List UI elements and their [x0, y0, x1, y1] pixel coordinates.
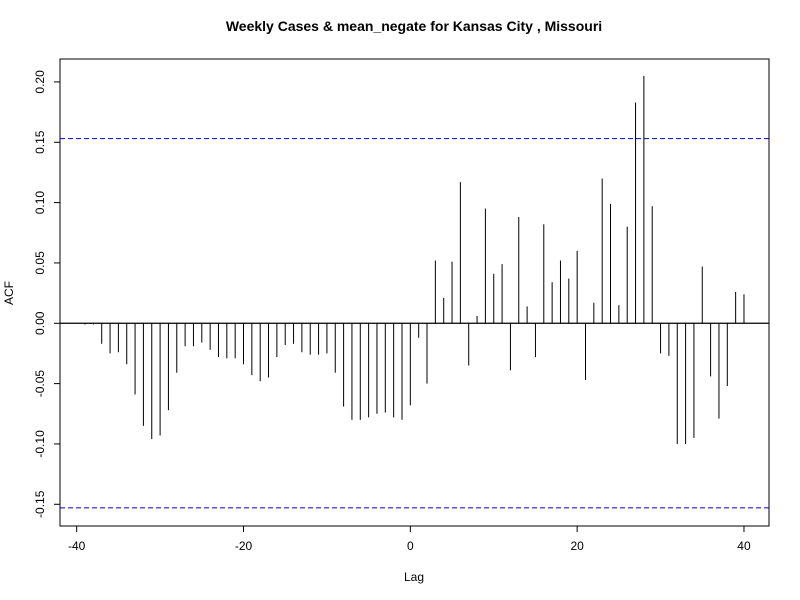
y-axis-title: ACF	[2, 281, 16, 305]
y-tick-label: -0.05	[33, 370, 47, 398]
y-tick-label: 0.00	[33, 311, 47, 335]
x-tick-label: 20	[570, 539, 584, 553]
y-tick-label: -0.15	[33, 490, 47, 518]
x-tick-label: 0	[407, 539, 414, 553]
x-tick-label: -20	[235, 539, 253, 553]
x-tick-label: -40	[68, 539, 86, 553]
x-axis-title: Lag	[404, 570, 424, 584]
plot-area: -40 -20 0 20 40 -0.15 -0.10 -0.05 0.00 0.05 0.10 0.…	[33, 58, 770, 553]
x-tick-label: 40	[737, 539, 751, 553]
y-tick-label: 0.20	[33, 70, 47, 94]
chart-title: Weekly Cases & mean_negate for Kansas Ci…	[226, 18, 602, 34]
y-tick-label: 0.05	[33, 251, 47, 275]
y-tick-label: 0.10	[33, 191, 47, 215]
plot-frame	[59, 58, 770, 527]
y-tick-label: -0.10	[33, 430, 47, 458]
y-tick-label: 0.15	[33, 130, 47, 154]
